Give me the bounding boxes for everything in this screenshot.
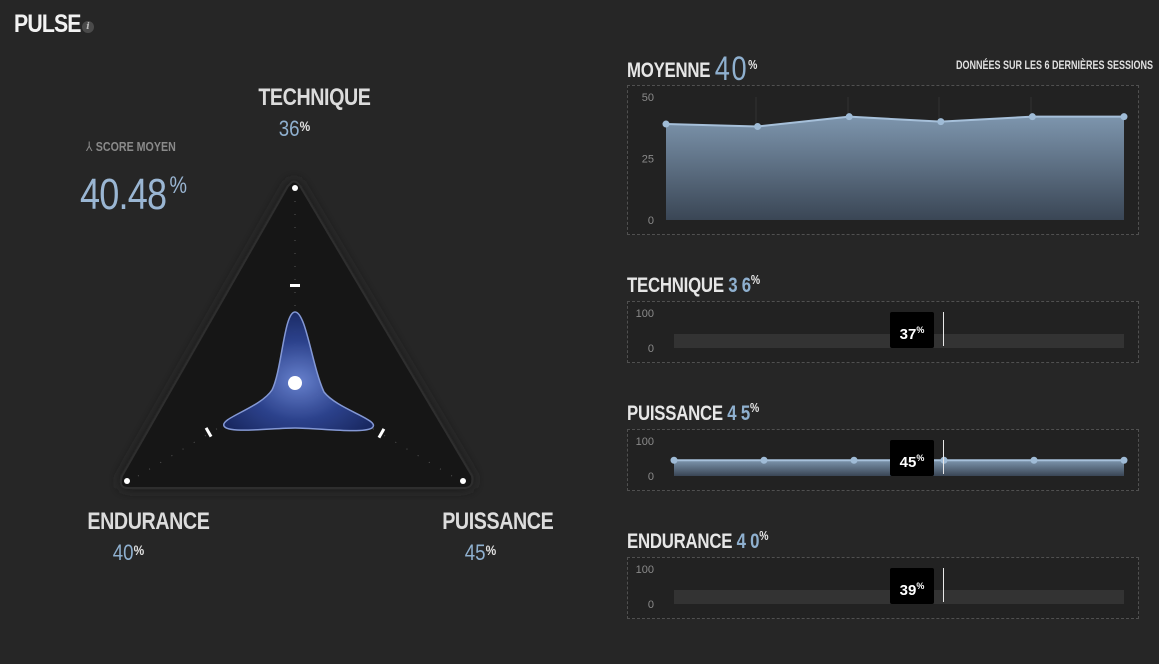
data-point	[850, 456, 858, 464]
puissance-badge: 45%	[890, 440, 934, 476]
y-tick-label: 25	[642, 154, 654, 166]
radar-vertex-technique	[292, 185, 298, 191]
axis-endurance-value: 40%	[112, 540, 145, 565]
data-point	[1030, 456, 1038, 464]
axis-puissance-label: PUISSANCE	[442, 508, 554, 535]
axis-technique-value: 36%	[278, 116, 311, 141]
data-point	[845, 113, 853, 121]
radar-score-shape	[223, 311, 375, 432]
puissance-chart: 100 0 45%	[627, 429, 1139, 491]
info-icon[interactable]: i	[82, 21, 94, 33]
y-tick-label: 50	[642, 92, 654, 104]
y-tick-label: 0	[648, 215, 654, 227]
technique-chart: 100 0 37%	[627, 301, 1139, 363]
moyenne-title: MOYENNE 40%	[627, 50, 758, 88]
radar-vertex-puissance	[460, 478, 466, 484]
endurance-tick	[204, 427, 213, 438]
puissance-title: PUISSANCE 4 5%	[627, 400, 759, 425]
data-point	[937, 118, 945, 126]
data-point	[754, 123, 762, 131]
radar-vertex-endurance	[124, 478, 130, 484]
y-tick-label: 0	[648, 343, 654, 355]
data-point	[670, 456, 678, 464]
technique-marker	[943, 312, 944, 346]
technique-tick	[290, 284, 300, 287]
technique-title: TECHNIQUE 3 6%	[627, 272, 760, 297]
score-average-value: 40.48%	[80, 170, 187, 219]
data-point	[662, 120, 670, 128]
data-point	[1028, 113, 1036, 121]
area-line	[665, 115, 1124, 128]
y-tick-label: 100	[636, 308, 654, 320]
y-tick-label: 100	[636, 436, 654, 448]
puissance-marker	[943, 440, 944, 474]
moyenne-chart: 50 25 0	[627, 85, 1139, 235]
tripod-icon: ⅄	[86, 139, 93, 154]
axis-technique-label: TECHNIQUE	[258, 84, 371, 111]
data-point	[760, 456, 768, 464]
app-title: PULSE	[14, 10, 81, 38]
technique-badge: 37%	[890, 312, 934, 348]
puissance-tick	[377, 428, 386, 439]
sessions-note: DONNÉES SUR LES 6 DERNIÈRES SESSIONS	[956, 58, 1154, 72]
y-tick-label: 0	[648, 599, 654, 611]
axis-puissance-value: 45%	[464, 540, 497, 565]
score-average-label: ⅄ SCORE MOYEN	[86, 139, 176, 154]
data-point	[1120, 456, 1128, 464]
y-tick-label: 100	[636, 564, 654, 576]
data-point	[1120, 113, 1128, 121]
endurance-title: ENDURANCE 4 0%	[627, 528, 769, 553]
y-tick-label: 0	[648, 471, 654, 483]
axis-endurance-label: ENDURANCE	[87, 508, 210, 535]
endurance-chart: 100 0 39%	[627, 557, 1139, 619]
endurance-badge: 39%	[890, 568, 934, 604]
area-fill	[666, 116, 1124, 220]
radar-chart	[119, 180, 474, 489]
data-point	[940, 456, 948, 464]
radar-center-dot	[288, 376, 302, 390]
endurance-marker	[943, 568, 944, 602]
